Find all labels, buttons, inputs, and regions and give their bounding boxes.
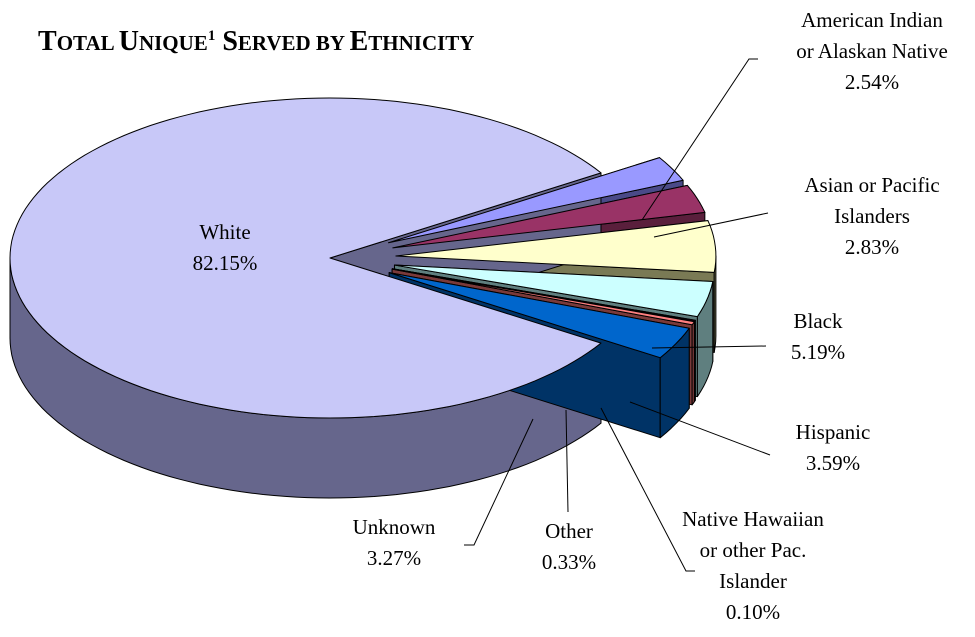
slice-category-label: Native Hawaiian — [682, 507, 824, 531]
slice-category-label: Islander — [719, 569, 787, 593]
data-label-black: Black 5.19% — [791, 309, 845, 364]
slice-hispanic — [393, 264, 714, 318]
slice-category-label: or Alaskan Native — [796, 39, 948, 63]
leader-line-american-indian-or-alaskan-native — [641, 58, 758, 221]
slice-category-label: American Indian — [801, 8, 943, 32]
slice-category-label: White — [199, 220, 250, 244]
slice-category-label: Hispanic — [796, 420, 871, 444]
data-label-native-hawaiian-or-other-pac-islander: Native Hawaiian or other Pac. Islander 0.10… — [682, 507, 824, 624]
slice-value-label: 82.15% — [193, 251, 258, 275]
slice-unknown — [388, 272, 690, 359]
chart-title-part: S — [215, 26, 238, 57]
chart-title-part: NIQUE — [139, 31, 208, 55]
data-label-unknown: Unknown 3.27% — [353, 515, 436, 570]
slice-category-label: Black — [794, 309, 843, 333]
slice-value-label: 0.10% — [726, 600, 780, 624]
leader-line-black — [651, 345, 767, 349]
slice-rim-other — [691, 321, 695, 406]
leader-line-other — [565, 409, 569, 513]
chart-title-part: E — [350, 26, 369, 57]
chart-title-part: OTAL — [57, 31, 119, 55]
chart-title-part: ERVED BY — [238, 31, 350, 55]
slice-category-label: Islanders — [834, 204, 910, 228]
slice-value-label: 3.59% — [806, 451, 860, 475]
leader-line-asian-or-pacific-islanders — [653, 212, 769, 238]
data-label-asian-or-pacific-islanders: Asian or Pacific Islanders 2.83% — [804, 173, 939, 259]
slice-value-label: 3.27% — [367, 546, 421, 570]
slice-value-label: 2.54% — [845, 70, 899, 94]
data-label-other: Other 0.33% — [542, 519, 596, 574]
slice-white — [9, 97, 602, 419]
data-label-hispanic: Hispanic 3.59% — [796, 420, 871, 475]
slice-category-label: Asian or Pacific — [804, 173, 939, 197]
slice-value-label: 5.19% — [791, 340, 845, 364]
chart-title-part: U — [119, 26, 139, 57]
slice-asian-or-pacific-islanders — [392, 184, 706, 249]
chart-title: TOTAL UNIQUE1 SERVED BY ETHNICITY — [38, 26, 474, 57]
slice-american-indian-or-alaskan-native — [388, 157, 684, 244]
leader-line-hispanic — [629, 401, 771, 456]
chart-title-part: 1 — [208, 28, 216, 44]
slice-category-label: or other Pac. — [700, 538, 807, 562]
leader-line-native-hawaiian-or-other-pac-islander — [600, 407, 695, 572]
leader-line-unknown — [464, 418, 534, 546]
data-label-american-indian-or-alaskan-native: American Indian or Alaskan Native 2.54% — [796, 8, 948, 94]
slice-category-label: Unknown — [353, 515, 436, 539]
data-label-white: White 82.15% — [193, 220, 258, 275]
chart-title-part: THNICITY — [368, 31, 474, 55]
slice-other — [391, 268, 695, 326]
slice-value-label: 0.33% — [542, 550, 596, 574]
chart-title-part: T — [38, 26, 57, 57]
slice-category-label: Other — [545, 519, 593, 543]
slice-value-label: 2.83% — [845, 235, 899, 259]
